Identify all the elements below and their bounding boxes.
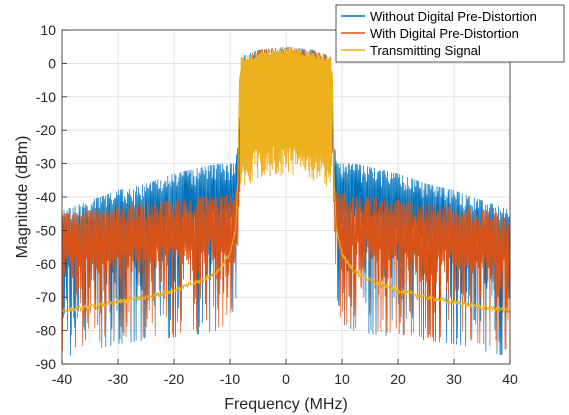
y-tick-label: -40	[36, 189, 56, 205]
y-tick-label: -60	[36, 256, 56, 272]
x-tick-label: -20	[164, 371, 184, 387]
y-tick-label: 10	[40, 22, 56, 38]
y-tick-label: -80	[36, 323, 56, 339]
y-tick-label: -70	[36, 289, 56, 305]
series-line-transmitting	[61, 47, 511, 314]
x-axis-label: Frequency (MHz)	[224, 396, 348, 413]
x-tick-label: 20	[390, 371, 406, 387]
y-tick-label: -20	[36, 122, 56, 138]
y-tick-label: 0	[48, 55, 56, 71]
y-tick-label: -90	[36, 356, 56, 372]
legend: Without Digital Pre-Distortion With Digit…	[335, 4, 565, 63]
legend-box	[335, 4, 565, 63]
y-tick-label: -50	[36, 222, 56, 238]
x-tick-label: 40	[502, 371, 518, 387]
ticks: -40 -30 -20 -10 0 10 20 30 40 10 0 -10 -20 -30 -40 -50 -…	[36, 22, 518, 387]
x-tick-label: -30	[108, 371, 128, 387]
x-tick-label: -40	[52, 371, 72, 387]
y-axis-label: Magnitude (dBm)	[14, 136, 31, 259]
x-tick-label: -10	[220, 371, 240, 387]
y-tick-label: -30	[36, 156, 56, 172]
legend-label: Transmitting Signal	[370, 43, 481, 58]
x-tick-label: 0	[282, 371, 290, 387]
x-tick-label: 30	[446, 371, 462, 387]
legend-label: With Digital Pre-Distortion	[370, 26, 519, 41]
y-tick-label: -10	[36, 89, 56, 105]
legend-label: Without Digital Pre-Distortion	[370, 9, 537, 24]
x-tick-label: 10	[334, 371, 350, 387]
series-layer	[61, 46, 511, 356]
